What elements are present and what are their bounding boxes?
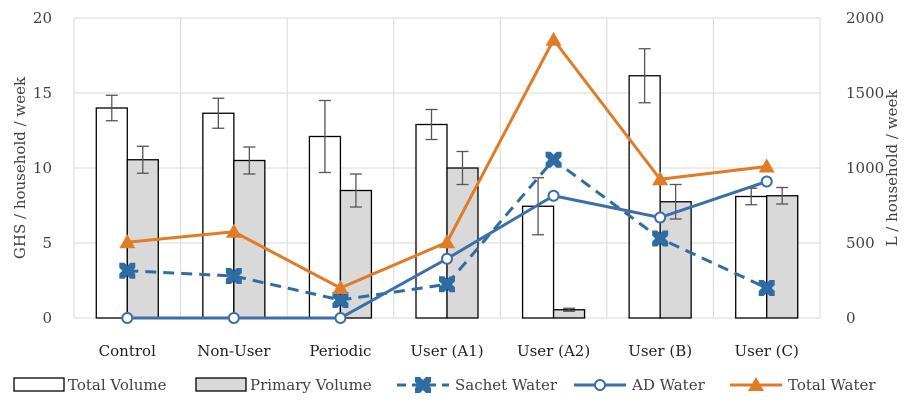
data-point xyxy=(760,175,773,188)
data-point xyxy=(654,211,667,224)
data-point xyxy=(121,312,134,324)
y-tick-label: 15 xyxy=(33,84,52,102)
data-point xyxy=(441,252,453,265)
y2-tick-label: 0 xyxy=(846,309,856,327)
bar xyxy=(766,195,799,319)
data-point xyxy=(545,31,562,46)
legend-swatch xyxy=(195,377,247,392)
y2-tick-label: 500 xyxy=(846,234,875,252)
legend-marker xyxy=(415,377,431,393)
x-tick-label: Non-User xyxy=(197,342,271,360)
data-point xyxy=(758,280,775,296)
legend-item: Total Water xyxy=(730,376,876,394)
legend-swatch xyxy=(13,377,65,392)
x-tick-label: User (A2) xyxy=(517,342,590,360)
x-tick-label: User (A1) xyxy=(410,342,483,360)
data-point xyxy=(547,189,560,202)
y2-axis-title: L / household / week xyxy=(883,89,901,247)
y-axis-title: GHS / household / week xyxy=(11,76,29,259)
data-point xyxy=(332,292,349,308)
legend-marker xyxy=(748,377,764,391)
x-tick-label: Periodic xyxy=(309,342,371,360)
legend-label: Primary Volume xyxy=(250,376,372,394)
data-point xyxy=(227,312,240,324)
data-point xyxy=(225,223,242,238)
y2-tick-label: 1500 xyxy=(846,84,884,102)
data-point xyxy=(758,158,775,173)
y2-tick-label: 1000 xyxy=(846,159,884,177)
data-point xyxy=(439,234,455,249)
x-tick-label: User (C) xyxy=(735,342,799,360)
y-tick-label: 5 xyxy=(42,234,52,252)
legend-label: AD Water xyxy=(631,376,706,394)
legend: Total Volume Primary Volume Sachet Water AD… xyxy=(13,376,876,394)
data-point xyxy=(119,262,136,279)
legend-item: Total Volume xyxy=(13,376,167,394)
gridlines xyxy=(73,17,821,319)
legend-item: AD Water xyxy=(574,376,706,394)
y2-tick-label: 2000 xyxy=(846,9,884,27)
data-point xyxy=(439,276,455,293)
legend-label: Total Water xyxy=(788,376,876,394)
data-point xyxy=(119,234,136,249)
legend-item: Primary Volume xyxy=(195,376,372,394)
data-point xyxy=(225,268,242,284)
x-tick-label: Control xyxy=(99,342,156,360)
data-point xyxy=(545,151,562,168)
bar xyxy=(95,107,128,319)
legend-item: Sachet Water xyxy=(397,376,558,394)
line-series-ad-water xyxy=(121,175,773,324)
x-tick-label: User (B) xyxy=(628,342,692,360)
y-tick-label: 10 xyxy=(33,159,52,177)
data-point xyxy=(334,312,347,324)
data-point xyxy=(652,230,669,247)
data-point xyxy=(652,171,669,186)
legend-label: Total Volume xyxy=(68,376,167,394)
y-tick-label: 0 xyxy=(42,309,52,327)
bar xyxy=(202,112,235,319)
line-series-sachet-water xyxy=(119,151,775,308)
y-tick-label: 20 xyxy=(33,9,52,27)
data-point xyxy=(332,280,349,294)
bar xyxy=(735,195,768,319)
bar xyxy=(628,75,661,319)
legend-label: Sachet Water xyxy=(455,376,558,394)
legend-marker xyxy=(594,379,606,391)
line-series-total-water xyxy=(119,31,775,294)
